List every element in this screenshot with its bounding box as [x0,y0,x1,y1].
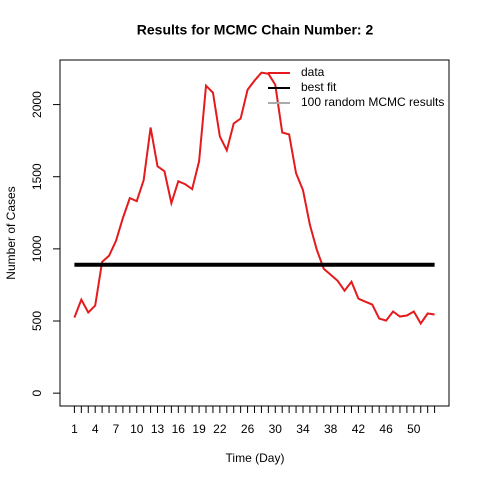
x-tick-label: 4 [92,422,99,436]
legend-label: best fit [301,80,337,94]
x-tick-label: 34 [296,422,310,436]
x-tick-label: 7 [113,422,120,436]
legend-label: data [301,65,325,79]
y-tick-label: 500 [30,311,44,331]
x-tick-label: 50 [407,422,421,436]
x-tick-label: 22 [213,422,227,436]
x-tick-label: 13 [151,422,165,436]
x-tick-label: 30 [269,422,283,436]
x-tick-label: 10 [130,422,144,436]
x-axis-label: Time (Day) [226,451,285,465]
x-tick-label: 16 [172,422,186,436]
chart-title: Results for MCMC Chain Number: 2 [137,22,374,38]
x-tick-label: 42 [352,422,366,436]
y-tick-label: 2000 [30,91,44,118]
series-line [73,71,435,326]
y-tick-label: 0 [30,390,44,397]
y-axis-label: Number of Cases [4,186,18,279]
y-tick-label: 1500 [30,163,44,190]
x-tick-label: 1 [71,422,78,436]
y-tick-label: 1000 [30,235,44,262]
x-tick-label: 19 [192,422,206,436]
x-tick-label: 38 [324,422,338,436]
x-tick-label: 26 [241,422,255,436]
x-tick-label: 46 [379,422,393,436]
legend-label: 100 random MCMC results [301,95,444,109]
